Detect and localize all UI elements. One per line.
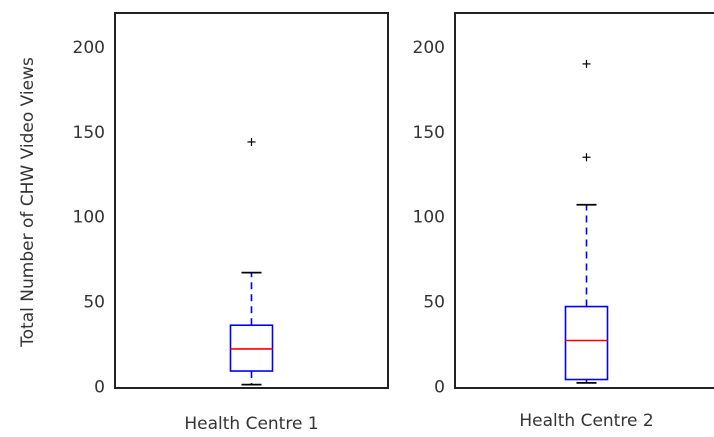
iqr-box xyxy=(564,305,609,381)
y-tick-label: 100 xyxy=(413,208,445,228)
panel-health-centre-2: 0 50 100 150 200 Health Centre 2 xyxy=(413,12,714,431)
panel-health-centre-1: 0 50 100 150 200 Health Centre 1 xyxy=(73,12,389,434)
y-tick-label: 50 xyxy=(83,292,105,312)
y-tick-label: 100 xyxy=(73,208,105,228)
y-tick-label: 0 xyxy=(434,377,445,397)
x-category-label: Health Centre 2 xyxy=(519,411,653,431)
x-category-label: Health Centre 1 xyxy=(184,414,318,434)
iqr-box xyxy=(229,324,274,372)
y-axis-label: Total Number of CHW Video Views xyxy=(18,57,38,348)
outlier-marker xyxy=(582,59,591,68)
y-tick-label: 50 xyxy=(423,292,445,312)
y-tick-label: 0 xyxy=(94,377,105,397)
y-tick-label: 150 xyxy=(413,123,445,143)
outlier-marker xyxy=(582,153,591,162)
plot-frame xyxy=(114,12,389,389)
plot-frame xyxy=(454,12,714,389)
y-tick-label: 200 xyxy=(73,38,105,58)
y-tick-label: 200 xyxy=(413,38,445,58)
y-tick-label: 150 xyxy=(73,123,105,143)
outlier-marker xyxy=(247,137,256,146)
